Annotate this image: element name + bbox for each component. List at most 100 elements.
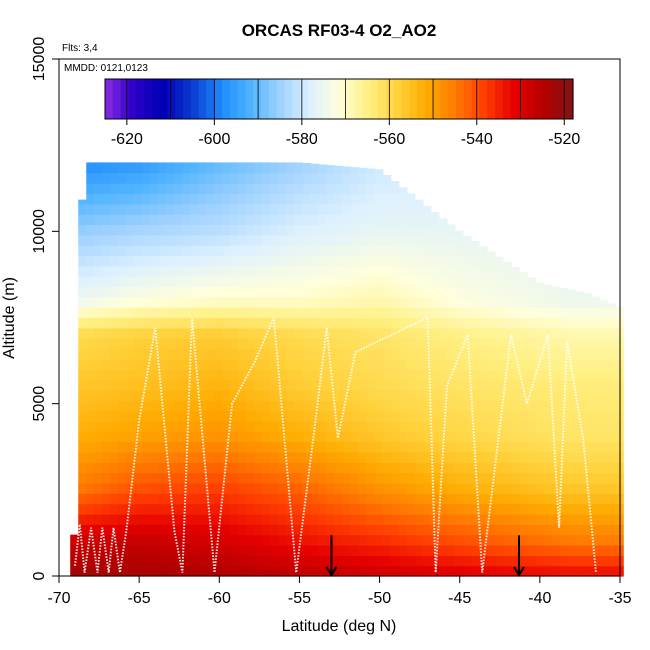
- heatmap-cell: [150, 224, 159, 236]
- heatmap-cell: [262, 472, 272, 484]
- heatmap-cell: [462, 410, 472, 422]
- heatmap-cell: [414, 493, 424, 505]
- heatmap-cell: [166, 317, 175, 329]
- heatmap-cell: [406, 544, 416, 556]
- heatmap-cell: [398, 400, 408, 412]
- heatmap-cell: [214, 183, 224, 195]
- heatmap-cell: [214, 214, 224, 226]
- heatmap-cell: [414, 482, 424, 494]
- heatmap-cell: [198, 565, 208, 577]
- heatmap-cell: [342, 369, 352, 381]
- heatmap-cell: [278, 276, 288, 288]
- heatmap-cell: [502, 286, 512, 298]
- heatmap-cell: [102, 234, 111, 246]
- colorbar-segment: [284, 79, 293, 119]
- heatmap-cell: [398, 358, 408, 370]
- heatmap-cell: [527, 296, 536, 308]
- heatmap-cell: [527, 513, 536, 525]
- heatmap-cell: [110, 183, 119, 195]
- heatmap-cell: [262, 534, 272, 546]
- heatmap-cell: [502, 327, 512, 339]
- heatmap-cell: [486, 482, 496, 494]
- heatmap-cell: [270, 327, 280, 339]
- heatmap-cell: [94, 358, 103, 370]
- heatmap-cell: [182, 513, 192, 525]
- heatmap-cell: [206, 265, 216, 277]
- heatmap-cell: [286, 276, 296, 288]
- colorbar-segment: [471, 79, 480, 119]
- heatmap-cell: [527, 534, 536, 546]
- heatmap-cell: [182, 338, 192, 350]
- heatmap-cell: [470, 544, 480, 556]
- heatmap-cell: [567, 369, 576, 381]
- heatmap-cell: [270, 451, 280, 463]
- heatmap-cell: [551, 317, 560, 329]
- heatmap-cell: [334, 503, 344, 515]
- heatmap-cell: [366, 420, 376, 432]
- heatmap-cell: [174, 307, 184, 319]
- heatmap-cell: [270, 482, 280, 494]
- heatmap-cell: [198, 524, 208, 536]
- heatmap-cell: [334, 245, 344, 257]
- heatmap-cell: [86, 327, 95, 339]
- heatmap-cell: [150, 431, 159, 443]
- heatmap-cell: [438, 276, 448, 288]
- heatmap-cell: [78, 276, 87, 288]
- heatmap-cell: [158, 286, 167, 298]
- heatmap-cell: [398, 255, 408, 267]
- heatmap-cell: [94, 286, 103, 298]
- heatmap-cell: [398, 410, 408, 422]
- heatmap-cell: [174, 482, 184, 494]
- heatmap-cell: [78, 431, 87, 443]
- heatmap-cell: [134, 451, 143, 463]
- heatmap-cell: [238, 379, 248, 391]
- heatmap-cell: [246, 493, 256, 505]
- heatmap-cell: [278, 203, 288, 215]
- heatmap-cell: [318, 327, 328, 339]
- heatmap-cell: [230, 255, 240, 267]
- heatmap-cell: [294, 162, 304, 174]
- heatmap-cell: [551, 493, 560, 505]
- heatmap-cell: [559, 441, 568, 453]
- heatmap-cell: [366, 348, 376, 360]
- heatmap-cell: [583, 462, 592, 474]
- heatmap-cell: [118, 420, 127, 432]
- heatmap-cell: [230, 369, 240, 381]
- heatmap-cell: [102, 379, 111, 391]
- heatmap-cell: [94, 544, 103, 556]
- heatmap-cell: [166, 172, 175, 184]
- heatmap-cell: [78, 462, 87, 474]
- heatmap-cell: [326, 276, 336, 288]
- heatmap-cell: [158, 544, 167, 556]
- heatmap-cell: [102, 224, 111, 236]
- heatmap-cell: [446, 358, 456, 370]
- heatmap-cell: [607, 513, 616, 525]
- heatmap-cell: [438, 348, 448, 360]
- heatmap-cell: [382, 224, 392, 236]
- heatmap-cell: [174, 369, 184, 381]
- heatmap-cell: [615, 369, 624, 381]
- heatmap-cell: [350, 286, 360, 298]
- heatmap-cell: [294, 245, 304, 257]
- heatmap-cell: [502, 307, 512, 319]
- heatmap-cell: [278, 307, 288, 319]
- colorbar-segment: [432, 79, 441, 119]
- heatmap-cell: [246, 338, 256, 350]
- heatmap-cell: [342, 462, 352, 474]
- heatmap-cell: [158, 348, 167, 360]
- heatmap-cell: [502, 261, 512, 267]
- heatmap-cell: [486, 400, 496, 412]
- colorbar-segment: [479, 79, 488, 119]
- heatmap-cell: [446, 286, 456, 298]
- heatmap-cell: [494, 338, 504, 350]
- heatmap-cell: [382, 389, 392, 401]
- heatmap-cell: [535, 555, 544, 567]
- heatmap-cell: [174, 420, 184, 432]
- heatmap-cell: [110, 317, 119, 329]
- heatmap-cell: [519, 272, 528, 277]
- heatmap-cell: [422, 400, 432, 412]
- heatmap-cell: [462, 276, 472, 288]
- heatmap-cell: [302, 565, 312, 577]
- plot-frame: [58, 58, 621, 577]
- heatmap-cell: [310, 245, 320, 257]
